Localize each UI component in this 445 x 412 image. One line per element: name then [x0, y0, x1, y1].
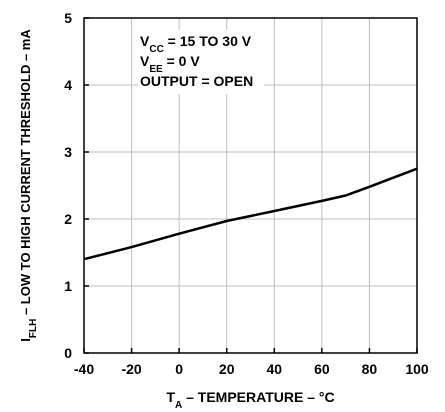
annotation-text: OUTPUT = OPEN	[140, 73, 253, 89]
x-axis-title: TA – TEMPERATURE – °C	[166, 389, 334, 411]
x-tick-label: 20	[219, 361, 235, 377]
plot-frame	[83, 17, 418, 354]
annotation-text: VEE = 0 V	[140, 53, 200, 75]
x-tick-label: 100	[405, 361, 429, 377]
y-tick-label: 3	[64, 144, 72, 160]
y-tick-label: 0	[64, 345, 72, 361]
annotation-text: VCC = 15 TO 30 V	[140, 33, 252, 55]
x-tick-label: -40	[74, 361, 94, 377]
y-tick-label: 4	[64, 77, 72, 93]
y-tick-label: 1	[64, 278, 72, 294]
x-tick-label: 40	[266, 361, 282, 377]
x-tick-label: -20	[121, 361, 141, 377]
x-tick-label: 0	[175, 361, 183, 377]
y-axis-title: IFLH – LOW TO HIGH CURRENT THRESHOLD – m…	[18, 29, 39, 342]
x-tick-label: 80	[362, 361, 378, 377]
x-tick-label: 60	[314, 361, 330, 377]
y-tick-label: 5	[64, 10, 72, 26]
axis-ticks: -40 -20 0 20 40 60 80 100 0 1 2 3 4 5	[64, 10, 429, 377]
y-tick-label: 2	[64, 211, 72, 227]
series-line	[83, 167, 418, 261]
annotation-background	[138, 30, 264, 94]
